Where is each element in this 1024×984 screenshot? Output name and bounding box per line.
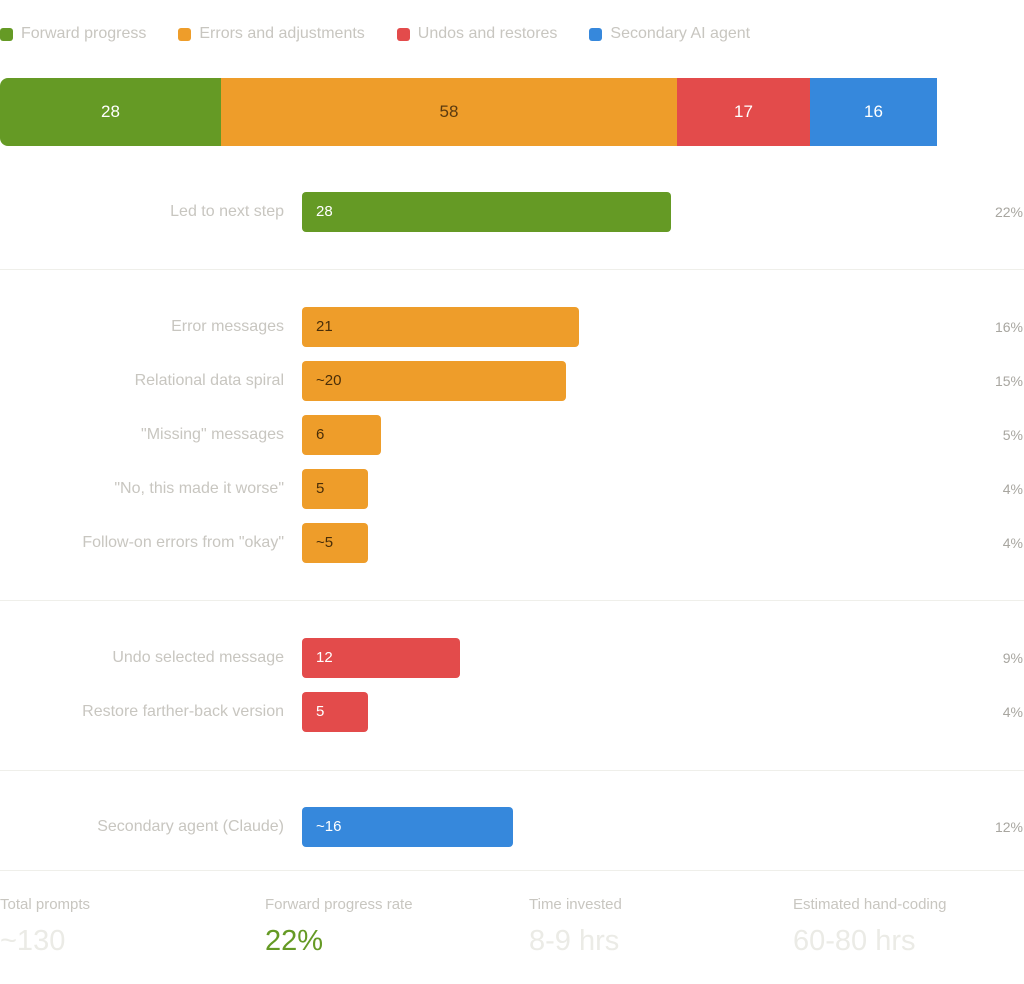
bar-percent-label: 4% <box>1002 704 1023 720</box>
legend-swatch <box>589 27 603 41</box>
bar-value-label: 28 <box>316 203 333 220</box>
bar: 28 <box>302 192 671 232</box>
legend-label: Forward progress <box>21 25 147 42</box>
legend-swatch <box>178 27 192 41</box>
bar-value-label: 12 <box>316 649 333 666</box>
bar-percent-label: 15% <box>994 373 1023 389</box>
stacked-summary-bar: 28 58 17 16 <box>0 78 937 146</box>
bar-percent-label: 5% <box>1002 427 1023 443</box>
stat-card: Forward progress rate 22% <box>265 894 413 958</box>
stack-segment-label: 58 <box>439 102 459 121</box>
stat-label: Total prompts <box>0 896 91 913</box>
stat-label: Time invested <box>529 896 622 913</box>
bar-category-label: "Missing" messages <box>141 426 284 443</box>
legend-label: Errors and adjustments <box>199 25 365 42</box>
bar-row: Secondary agent (Claude) ~16 12% <box>0 807 1024 847</box>
bar-value-label: 6 <box>316 426 325 443</box>
bar-value-label: ~16 <box>316 818 342 835</box>
stack-segment: 28 <box>0 78 221 146</box>
legend-swatch <box>396 27 410 41</box>
bar-value-label: ~5 <box>316 534 334 551</box>
stack-segment: 58 <box>221 78 677 146</box>
bar: ~16 <box>302 807 513 847</box>
bar-row: "Missing" messages 6 5% <box>0 415 1024 455</box>
chart-legend: Forward progress Errors and adjustments Un… <box>0 24 782 44</box>
bar-row: Led to next step 28 22% <box>0 192 1024 232</box>
stat-value: 8-9 hrs <box>529 925 620 957</box>
legend-item: Secondary AI agent <box>589 25 750 43</box>
group-divider <box>0 770 1024 771</box>
bar-category-label: Follow-on errors from "okay" <box>82 534 284 551</box>
bar-percent-label: 16% <box>994 319 1023 335</box>
bar-percent-label: 4% <box>1002 481 1023 497</box>
legend-swatch <box>0 27 13 41</box>
stat-value: 22% <box>265 925 324 957</box>
group-divider <box>0 600 1024 601</box>
bar-category-label: "No, this made it worse" <box>114 480 284 497</box>
bar-value-label: 5 <box>316 703 325 720</box>
bar-category-label: Led to next step <box>170 203 284 220</box>
bar-value-label: ~20 <box>316 372 342 389</box>
bar: 5 <box>302 469 368 509</box>
stat-card: Estimated hand-coding 60-80 hrs <box>793 894 946 958</box>
stat-label: Estimated hand-coding <box>793 896 947 913</box>
bar-category-label: Restore farther-back version <box>82 703 284 720</box>
bar-row: Undo selected message 12 9% <box>0 638 1024 678</box>
bar-percent-label: 4% <box>1002 535 1023 551</box>
stack-segment-label: 28 <box>101 102 120 121</box>
stat-label: Forward progress rate <box>265 896 413 913</box>
stat-value: ~130 <box>0 925 66 957</box>
bar-percent-label: 22% <box>994 204 1023 220</box>
bar: ~20 <box>302 361 566 401</box>
bar-row: Restore farther-back version 5 4% <box>0 692 1024 732</box>
stat-card: Time invested 8-9 hrs <box>529 894 622 958</box>
legend-label: Secondary AI agent <box>610 25 751 42</box>
bar: 21 <box>302 307 579 347</box>
stack-segment: 17 <box>677 78 810 146</box>
bar-category-label: Error messages <box>171 318 284 335</box>
stack-segment-label: 17 <box>734 102 753 121</box>
bar-percent-label: 9% <box>1002 650 1023 666</box>
group-divider <box>0 870 1024 871</box>
bar-category-label: Undo selected message <box>112 649 284 666</box>
group-divider <box>0 269 1024 270</box>
bar: 12 <box>302 638 460 678</box>
bar-row: Follow-on errors from "okay" ~5 4% <box>0 523 1024 563</box>
legend-item: Forward progress <box>0 25 146 43</box>
bar-value-label: 5 <box>316 480 325 497</box>
bar-row: Relational data spiral ~20 15% <box>0 361 1024 401</box>
bar: 6 <box>302 415 381 455</box>
bar-value-label: 21 <box>316 318 333 335</box>
bar: 5 <box>302 692 368 732</box>
legend-label: Undos and restores <box>417 25 558 42</box>
bar-category-label: Relational data spiral <box>134 372 284 389</box>
bar-percent-label: 12% <box>994 819 1023 835</box>
bar-category-label: Secondary agent (Claude) <box>97 818 284 835</box>
stack-segment-label: 16 <box>864 102 883 121</box>
legend-item: Errors and adjustments <box>178 25 365 43</box>
bar-row: Error messages 21 16% <box>0 307 1024 347</box>
stack-segment: 16 <box>810 78 937 146</box>
stat-card: Total prompts ~130 <box>0 894 90 958</box>
bar: ~5 <box>302 523 368 563</box>
legend-item: Undos and restores <box>396 25 558 43</box>
stat-value: 60-80 hrs <box>793 925 916 957</box>
bar-row: "No, this made it worse" 5 4% <box>0 469 1024 509</box>
